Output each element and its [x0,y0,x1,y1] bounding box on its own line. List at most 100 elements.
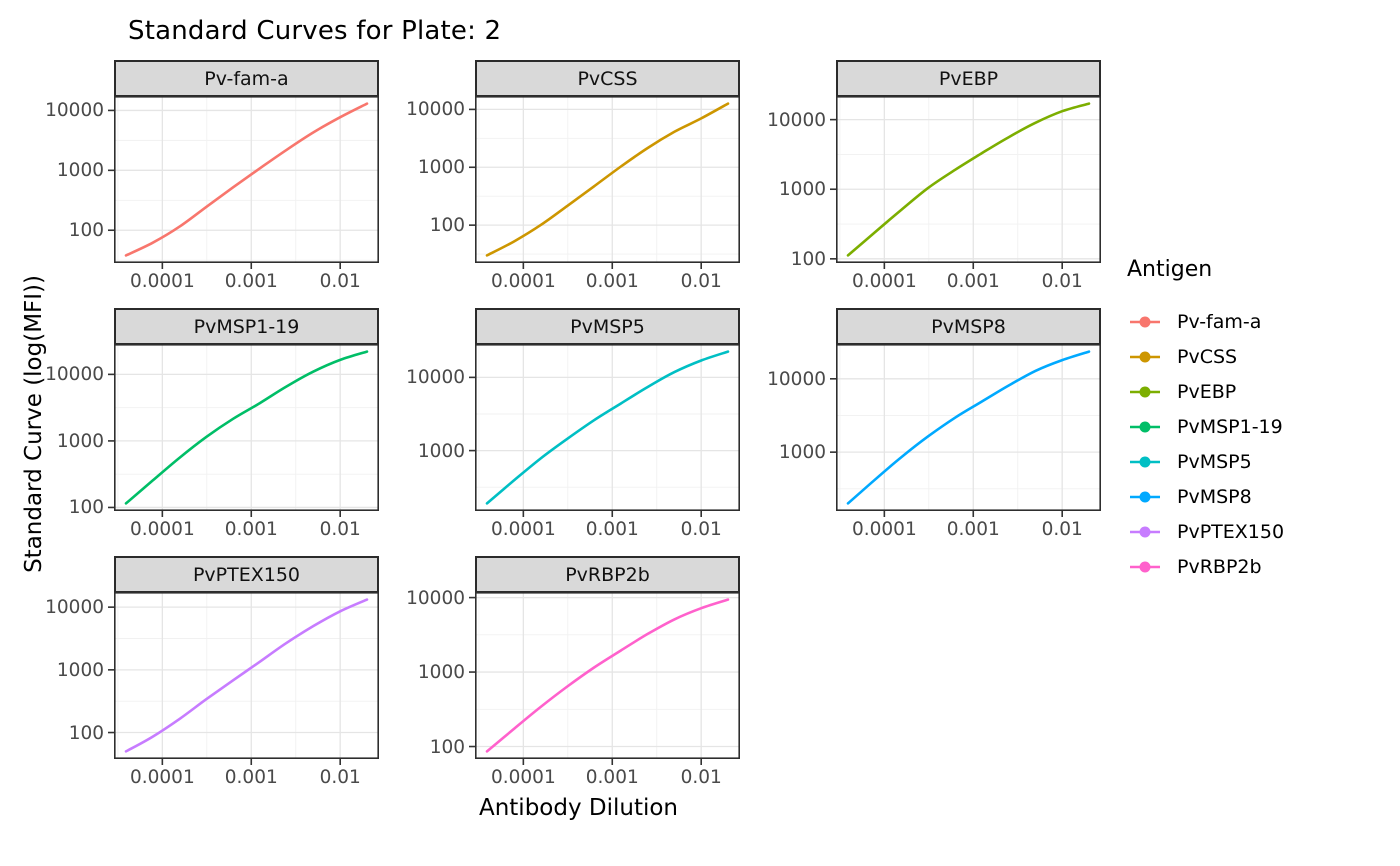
facet-grid: Pv-fam-a 100 1000 10000 0.0001 0.001 0.01 PvCSS… [45,60,1101,788]
panel-border [114,592,379,759]
facet-strip-label: PvPTEX150 [192,563,301,586]
legend-item-Pv-fam-a: Pv-fam-a [1127,311,1352,333]
x-tick-label: 0.001 [585,519,639,540]
x-tick-label: 0.01 [319,519,361,540]
facet-plot-area [469,592,740,765]
y-tick-label: 10000 [45,100,104,122]
tick-marks [469,596,702,765]
x-axis-title: Antibody Dilution [478,795,679,821]
y-axis-tick-labels: 100 1000 10000 [45,593,114,760]
gridlines-minor [114,592,379,759]
facet-strip-label: PvCSS [577,67,638,90]
panel-border [836,96,1101,263]
plot-title: Standard Curves for Plate: 2 [128,16,502,46]
facet-PvRBP2b: PvRBP2b 100 1000 10000 0.0001 0.001 0.01 [406,556,740,788]
x-axis-tick-labels: 0.0001 0.001 0.01 [114,512,379,540]
x-tick-label: 0.0001 [851,271,917,292]
y-tick-label: 1000 [417,662,465,684]
tick-marks [469,108,702,269]
legend-item-PvRBP2b: PvRBP2b [1127,556,1352,578]
x-axis-tick-labels: 0.0001 0.001 0.01 [114,760,379,788]
legend-item-PvMSP5: PvMSP5 [1127,451,1352,473]
y-tick-label: 100 [68,722,104,744]
y-axis-tick-labels: 100 1000 10000 [45,97,114,264]
gridlines-minor [836,344,1101,511]
facet-panel [108,96,379,269]
tick-marks [830,118,1063,269]
gridlines-major [836,344,1101,511]
gridlines-major [475,344,740,511]
panel-border [836,344,1101,511]
y-tick-label: 1000 [778,442,826,464]
panel-border [475,96,740,263]
y-axis-tick-labels: 1000 10000 [767,345,836,512]
curve-PvPTEX150 [124,598,369,753]
legend-title: Antigen [1127,256,1213,282]
facet-strip: PvRBP2b [475,556,740,593]
x-tick-label: 0.001 [585,767,639,788]
facet-strip: PvEBP [836,60,1101,97]
x-tick-label: 0.0001 [490,767,556,788]
facet-strip-label: PvMSP1-19 [193,315,300,338]
x-tick-label: 0.01 [1041,519,1083,540]
facet-panel [469,592,740,765]
x-tick-label: 0.0001 [851,519,917,540]
legend-key-icon [1130,526,1160,537]
x-axis-tick-labels: 0.0001 0.001 0.01 [836,512,1101,540]
gridlines-major [114,344,379,511]
facet-plot-area [469,344,740,517]
facet-plot-area [108,96,379,269]
legend-key-icon [1130,316,1160,327]
y-tick-label: 10000 [406,587,465,609]
facet-panel [108,344,379,517]
facet-PvPTEX150: PvPTEX150 100 1000 10000 0.0001 0.001 0.01 [45,556,379,788]
facet-PvMSP1-19: PvMSP1-19 100 1000 10000 0.0001 0.001 0.01 [45,308,379,540]
y-tick-label: 10000 [406,367,465,389]
tick-marks [469,376,702,517]
facet-PvCSS: PvCSS 100 1000 10000 0.0001 0.001 0.01 [406,60,740,292]
y-tick-label: 10000 [45,364,104,386]
y-tick-label: 10000 [767,368,826,390]
x-axis-tick-labels: 0.0001 0.001 0.01 [114,264,379,292]
legend-item-label: PvPTEX150 [1177,520,1285,543]
y-axis-tick-labels: 1000 10000 [406,345,475,512]
facet-strip: PvMSP8 [836,308,1101,345]
facet-strip: Pv-fam-a [114,60,379,97]
y-tick-label: 1000 [778,179,826,201]
legend-key-icon [1130,491,1160,502]
curve-PvMSP1-19 [124,350,369,505]
y-tick-label: 1000 [56,160,104,182]
figure-root: Standard Curves for Plate: 2 Standard Cu… [21,16,1352,821]
facet-strip: PvCSS [475,60,740,97]
legend-items: Pv-fam-a PvCSS PvEBP PvMSP1-19 PvMSP5 PvMSP8 P… [1127,298,1352,591]
gridlines-minor [475,592,740,759]
y-axis-tick-labels: 100 1000 10000 [767,97,836,269]
panel-border [475,592,740,759]
x-tick-label: 0.0001 [490,271,556,292]
legend-item-PvCSS: PvCSS [1127,346,1352,368]
legend-key-icon [1130,421,1160,432]
y-tick-label: 100 [429,736,465,758]
legend-key-icon [1130,386,1160,397]
gridlines-major [475,96,740,263]
x-tick-label: 0.001 [585,271,639,292]
panel-border [114,96,379,263]
legend-key-icon [1130,456,1160,467]
legend-item-PvMSP8: PvMSP8 [1127,486,1352,508]
curve-PvMSP8 [846,350,1091,505]
y-axis-tick-labels: 100 1000 10000 [45,345,114,518]
legend-key-icon [1130,351,1160,362]
panel-border [114,344,379,511]
tick-marks [108,109,341,269]
facet-panel [469,344,740,517]
y-tick-label: 100 [429,215,465,237]
x-tick-label: 0.001 [946,519,1000,540]
facet-Pv-fam-a: Pv-fam-a 100 1000 10000 0.0001 0.001 0.01 [45,60,379,292]
facet-strip-label: PvMSP8 [931,315,1006,338]
y-tick-label: 1000 [56,659,104,681]
curve-Pv-fam-a [124,102,369,257]
facet-plot-area [830,344,1101,517]
y-tick-label: 100 [68,220,104,242]
x-axis-tick-labels: 0.0001 0.001 0.01 [475,512,740,540]
gridlines-minor [114,96,379,263]
